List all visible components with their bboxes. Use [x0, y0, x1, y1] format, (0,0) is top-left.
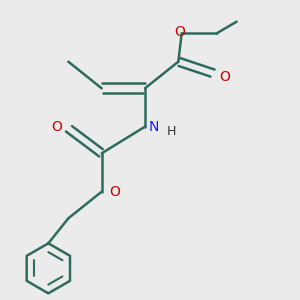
- Text: O: O: [219, 70, 230, 84]
- Text: H: H: [167, 125, 176, 138]
- Text: O: O: [175, 25, 185, 39]
- Text: O: O: [109, 185, 120, 199]
- Text: N: N: [148, 120, 159, 134]
- Text: O: O: [51, 120, 62, 134]
